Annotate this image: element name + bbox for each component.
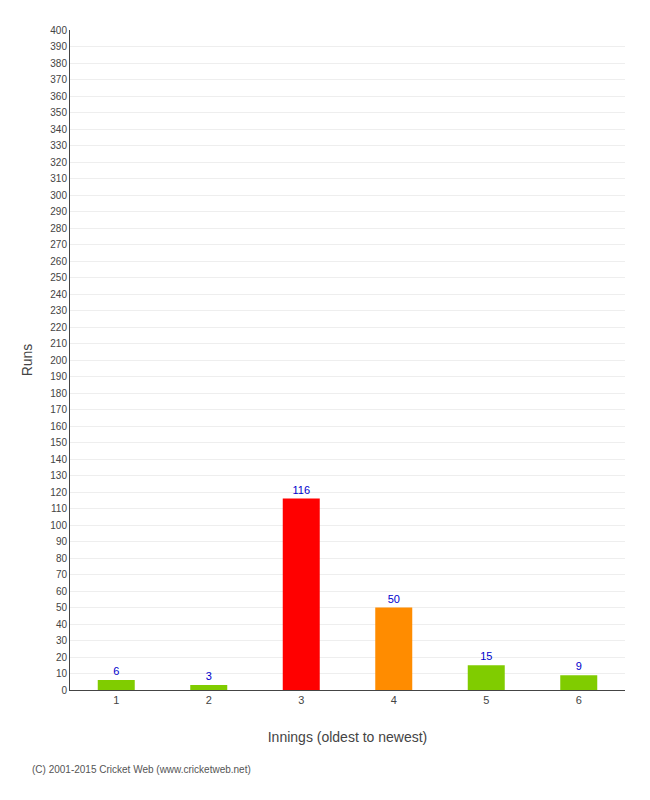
svg-text:290: 290 [50, 206, 67, 217]
svg-text:140: 140 [50, 454, 67, 465]
svg-text:3: 3 [298, 694, 304, 706]
svg-text:20: 20 [56, 652, 68, 663]
svg-text:220: 220 [50, 322, 67, 333]
svg-text:160: 160 [50, 421, 67, 432]
svg-text:3: 3 [206, 670, 212, 682]
svg-text:Innings (oldest to newest): Innings (oldest to newest) [268, 729, 428, 745]
svg-text:9: 9 [576, 660, 582, 672]
svg-text:90: 90 [56, 536, 68, 547]
svg-text:0: 0 [61, 685, 67, 696]
svg-text:320: 320 [50, 157, 67, 168]
svg-text:210: 210 [50, 338, 67, 349]
svg-text:6: 6 [113, 665, 119, 677]
svg-text:230: 230 [50, 305, 67, 316]
svg-text:310: 310 [50, 173, 67, 184]
svg-text:270: 270 [50, 239, 67, 250]
svg-text:4: 4 [391, 694, 397, 706]
svg-text:190: 190 [50, 371, 67, 382]
svg-text:300: 300 [50, 190, 67, 201]
svg-text:360: 360 [50, 91, 67, 102]
svg-text:250: 250 [50, 272, 67, 283]
svg-text:Runs: Runs [19, 344, 35, 377]
svg-text:100: 100 [50, 520, 67, 531]
svg-text:330: 330 [50, 140, 67, 151]
svg-text:110: 110 [51, 503, 67, 514]
svg-text:40: 40 [56, 619, 68, 630]
svg-text:130: 130 [50, 470, 67, 481]
svg-text:(C) 2001-2015 Cricket Web (www: (C) 2001-2015 Cricket Web (www.cricketwe… [32, 764, 251, 775]
svg-text:240: 240 [50, 289, 67, 300]
svg-text:370: 370 [50, 74, 67, 85]
svg-text:390: 390 [50, 41, 67, 52]
svg-text:6: 6 [576, 694, 582, 706]
svg-text:380: 380 [50, 58, 67, 69]
svg-text:2: 2 [206, 694, 212, 706]
svg-text:180: 180 [50, 388, 67, 399]
svg-text:10: 10 [56, 668, 68, 679]
svg-text:170: 170 [50, 404, 67, 415]
svg-text:150: 150 [50, 437, 67, 448]
svg-text:15: 15 [480, 650, 492, 662]
svg-text:60: 60 [56, 586, 68, 597]
svg-text:350: 350 [50, 107, 67, 118]
svg-text:80: 80 [56, 553, 68, 564]
svg-text:1: 1 [113, 694, 119, 706]
svg-text:120: 120 [50, 487, 67, 498]
svg-text:260: 260 [50, 256, 67, 267]
svg-text:5: 5 [483, 694, 489, 706]
svg-text:50: 50 [388, 593, 400, 605]
svg-text:116: 116 [292, 484, 310, 496]
svg-text:340: 340 [50, 124, 67, 135]
svg-text:70: 70 [56, 569, 68, 580]
svg-text:30: 30 [56, 635, 68, 646]
svg-text:50: 50 [56, 602, 68, 613]
svg-text:400: 400 [50, 25, 67, 36]
svg-text:280: 280 [50, 223, 67, 234]
svg-text:200: 200 [50, 355, 67, 366]
